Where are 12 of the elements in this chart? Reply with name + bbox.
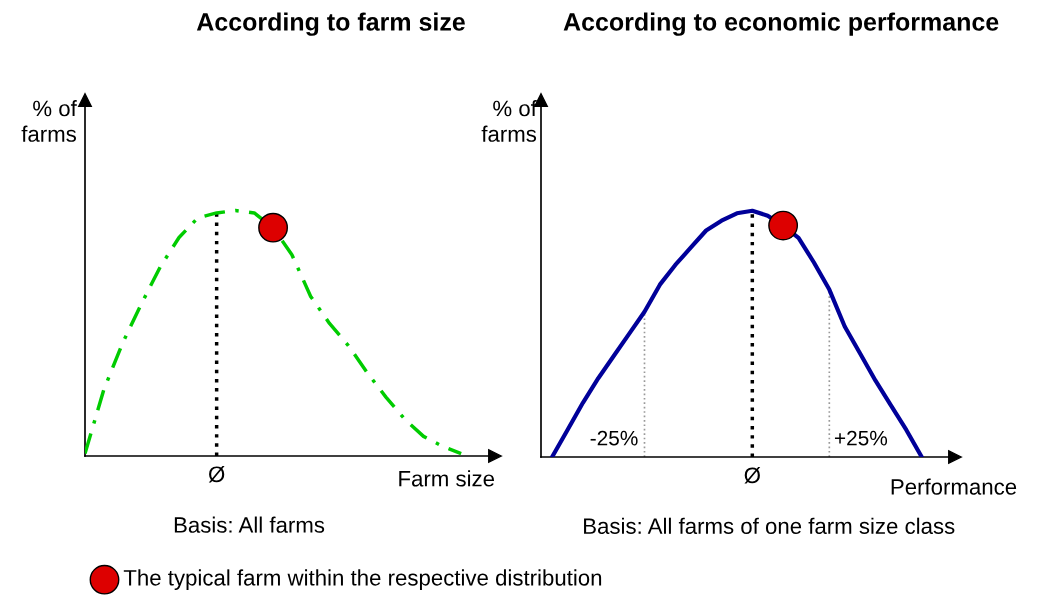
x-axis-title: Farm size [399,470,495,487]
text: Ø [744,467,761,484]
text: The typical farm within the respective distribution [123,569,602,591]
x-axis-title: Performance [891,478,1017,495]
text: Ø [208,466,225,483]
chart-title: According to farm size [196,12,465,36]
y-axis-title: % of farms [21,100,77,142]
text: Basis: All farms [174,516,325,533]
annotation: +25% [834,430,888,446]
chart-title: According to economic performance [563,12,999,36]
text: Basis: All farms of one farm size class [584,517,955,535]
annotation: -25% [590,430,638,446]
